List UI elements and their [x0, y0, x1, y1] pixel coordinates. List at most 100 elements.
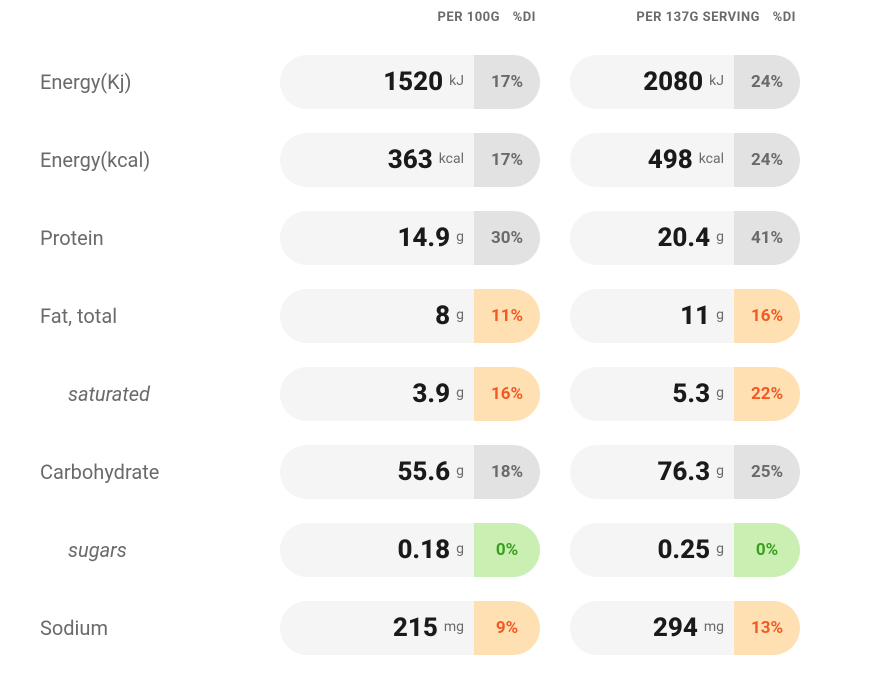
di-badge: 0% [734, 523, 800, 577]
di-badge: 13% [734, 601, 800, 655]
nutrient-label: Protein [40, 226, 280, 250]
value-pill: 0.25 g 0% [570, 523, 800, 577]
per100-cell: 3.9 g 16% [280, 367, 540, 421]
nutrition-table: PER 100G %DI PER 137G SERVING %DI Energy… [40, 10, 852, 655]
per100-cell: 1520kJ17% [280, 55, 540, 109]
per100-cell: 55.6 g 18% [280, 445, 540, 499]
nutrient-unit: kcal [699, 151, 724, 169]
nutrient-label: saturated [40, 382, 280, 406]
nutrient-unit: g [456, 385, 464, 403]
value-pill: 3.9 g 16% [280, 367, 540, 421]
per-serving-cell: 294 mg 13% [540, 601, 800, 655]
nutrient-value: 5.3 [672, 379, 710, 409]
nutrient-value: 215 [393, 613, 438, 643]
value-part: 2080 kJ [570, 55, 734, 109]
value-part: 76.3 g [570, 445, 734, 499]
nutrient-label: Energy(Kj) [40, 70, 280, 94]
nutrient-unit: g [716, 385, 724, 403]
di-badge: 11% [474, 289, 540, 343]
value-pill: 55.6 g 18% [280, 445, 540, 499]
nutrient-label: Carbohydrate [40, 460, 280, 484]
per100-cell: 363kcal17% [280, 133, 540, 187]
nutrient-unit: g [716, 541, 724, 559]
nutrient-unit: g [456, 229, 464, 247]
nutrient-value: 20.4 [657, 223, 710, 253]
value-pill: 8g11% [280, 289, 540, 343]
di-badge: 25% [734, 445, 800, 499]
nutrient-value: 3.9 [412, 379, 450, 409]
nutrient-label: sugars [40, 538, 280, 562]
per100-cell: 14.9 g 30% [280, 211, 540, 265]
nutrient-unit: mg [444, 619, 464, 637]
value-pill: 498 kcal 24% [570, 133, 800, 187]
di-badge: 24% [734, 55, 800, 109]
per-serving-cell: 5.3 g 22% [540, 367, 800, 421]
value-pill: 11g16% [570, 289, 800, 343]
per-serving-cell: 498 kcal 24% [540, 133, 800, 187]
value-pill: 20.4 g 41% [570, 211, 800, 265]
value-pill: 215 mg 9% [280, 601, 540, 655]
di-badge: 24% [734, 133, 800, 187]
value-pill: 76.3 g 25% [570, 445, 800, 499]
nutrient-value: 14.9 [397, 223, 450, 253]
value-pill: 14.9 g 30% [280, 211, 540, 265]
nutrient-unit: kJ [709, 73, 724, 91]
value-part: 215 mg [280, 601, 474, 655]
value-pill: 5.3 g 22% [570, 367, 800, 421]
value-part: 20.4 g [570, 211, 734, 265]
value-part: 0.25 g [570, 523, 734, 577]
di-badge: 30% [474, 211, 540, 265]
nutrient-unit: g [716, 463, 724, 481]
di-badge: 9% [474, 601, 540, 655]
value-part: 1520kJ [280, 55, 474, 109]
nutrient-value: 8 [435, 301, 450, 331]
nutrient-unit: g [716, 229, 724, 247]
value-pill: 2080 kJ 24% [570, 55, 800, 109]
di-badge: 17% [474, 55, 540, 109]
value-part: 8g [280, 289, 474, 343]
nutrient-label: Energy(kcal) [40, 148, 280, 172]
di-badge: 16% [734, 289, 800, 343]
nutrient-unit: g [456, 541, 464, 559]
per100-cell: 8g11% [280, 289, 540, 343]
nutrient-value: 0.25 [657, 535, 710, 565]
value-part: 363kcal [280, 133, 474, 187]
di-badge: 41% [734, 211, 800, 265]
per100-cell: 215 mg 9% [280, 601, 540, 655]
nutrient-value: 498 [648, 145, 693, 175]
nutrient-unit: g [716, 307, 724, 325]
nutrient-label: Fat, total [40, 304, 280, 328]
nutrient-value: 55.6 [397, 457, 450, 487]
nutrient-value: 1520 [383, 67, 443, 97]
value-part: 294 mg [570, 601, 734, 655]
value-part: 11g [570, 289, 734, 343]
value-part: 498 kcal [570, 133, 734, 187]
nutrient-unit: mg [704, 619, 724, 637]
value-part: 0.18 g [280, 523, 474, 577]
nutrient-value: 0.18 [397, 535, 450, 565]
value-pill: 294 mg 13% [570, 601, 800, 655]
di-badge: 16% [474, 367, 540, 421]
value-pill: 363kcal17% [280, 133, 540, 187]
per-serving-cell: 11g16% [540, 289, 800, 343]
di-badge: 17% [474, 133, 540, 187]
value-pill: 1520kJ17% [280, 55, 540, 109]
header-per-serving: PER 137G SERVING [540, 10, 770, 31]
per-serving-cell: 2080 kJ 24% [540, 55, 800, 109]
header-per100: PER 100G [280, 10, 510, 31]
per-serving-cell: 20.4 g 41% [540, 211, 800, 265]
nutrient-value: 294 [653, 613, 698, 643]
di-badge: 18% [474, 445, 540, 499]
per-serving-cell: 76.3 g 25% [540, 445, 800, 499]
per100-cell: 0.18g0% [280, 523, 540, 577]
value-part: 5.3 g [570, 367, 734, 421]
nutrient-value: 2080 [643, 67, 703, 97]
di-badge: 22% [734, 367, 800, 421]
value-part: 14.9 g [280, 211, 474, 265]
header-di-1: %DI [510, 10, 540, 31]
header-di-2: %DI [770, 10, 800, 31]
nutrient-unit: kcal [439, 151, 464, 169]
nutrient-value: 76.3 [657, 457, 710, 487]
value-part: 55.6 g [280, 445, 474, 499]
nutrient-unit: g [456, 463, 464, 481]
